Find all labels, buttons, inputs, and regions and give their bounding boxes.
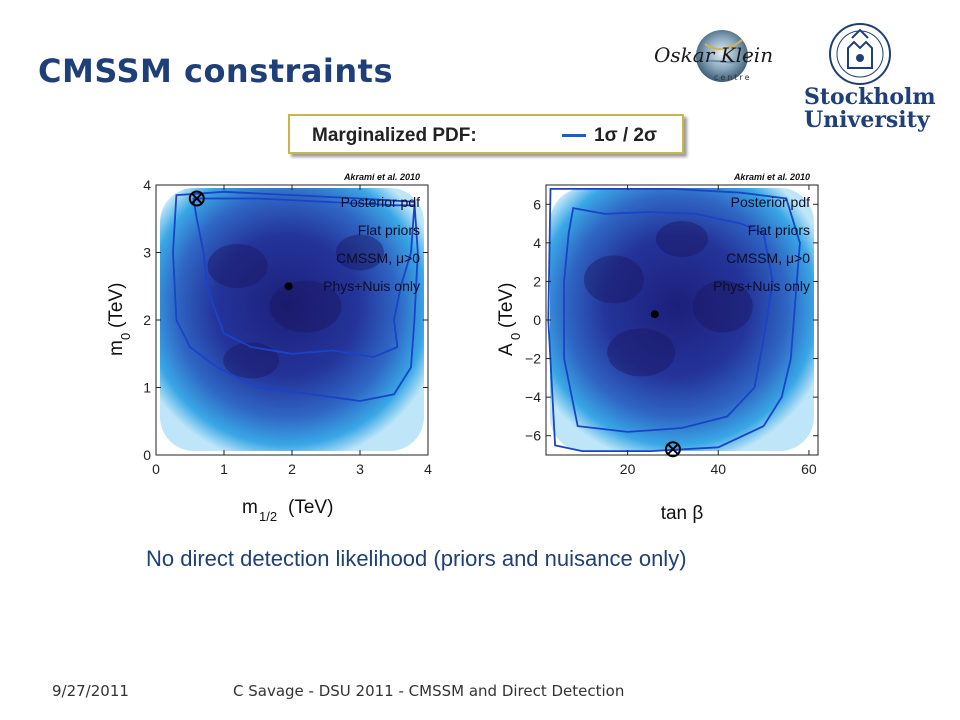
- posterior-mean-cross: [667, 443, 679, 455]
- plot-annotation: Posterior pdf: [731, 194, 810, 210]
- y-tick-label: 0: [143, 447, 151, 463]
- legend-box: Marginalized PDF: 1σ / 2σ: [288, 114, 684, 154]
- y-tick-label: −6: [525, 428, 541, 444]
- x-axis-label: m: [242, 497, 258, 518]
- y-axis-label-subscript: 0: [118, 333, 133, 340]
- density-patch: [336, 234, 384, 271]
- y-axis-label-unit: (TeV): [106, 283, 127, 328]
- stockholm-university-seal-icon: [829, 23, 891, 85]
- plot-annotation: CMSSM, μ>0: [726, 250, 810, 266]
- posterior-mean-cross: [191, 192, 203, 205]
- posterior-density-heatmap: [160, 188, 424, 451]
- legend-line-swatch: [562, 134, 586, 137]
- oskar-klein-subtitle: centre: [714, 73, 752, 82]
- x-tick-label: 40: [710, 461, 726, 477]
- y-axis-label: A: [496, 343, 517, 356]
- y-tick-label: 4: [143, 177, 151, 193]
- oskar-klein-wordmark: Oskar Klein: [654, 43, 773, 67]
- posterior-density-heatmap: [550, 188, 814, 451]
- best-fit-point: [650, 310, 659, 319]
- plot-m0-vs-mhalf: 0 1 2 3 4 0 1 2 3 4 Akrami et al. 2010 Posterior pd…: [106, 172, 432, 524]
- density-patch: [692, 280, 753, 333]
- y-tick-label: 1: [143, 380, 151, 396]
- contour-2sigma: [547, 188, 801, 452]
- citation-label: Akrami et al. 2010: [343, 172, 420, 182]
- x-tick-label: 4: [424, 461, 432, 477]
- y-axis-label: m: [106, 340, 127, 356]
- y-tick-label: 6: [533, 196, 541, 212]
- density-patch: [584, 255, 644, 304]
- plot-annotation: Flat priors: [358, 222, 420, 238]
- legend-value: 1σ / 2σ: [594, 125, 657, 146]
- stockholm-university-wordmark: Stockholm University: [804, 86, 936, 132]
- y-axis-label-unit: (TeV): [496, 283, 517, 328]
- y-tick-label: 2: [143, 312, 151, 328]
- contour-2sigma: [172, 190, 419, 402]
- y-tick-label: 3: [143, 245, 151, 261]
- university-line-1: Stockholm: [804, 84, 936, 110]
- slide-caption: No direct detection likelihood (priors a…: [146, 546, 687, 571]
- x-axis-label: tan β: [661, 503, 704, 524]
- best-fit-point: [284, 282, 293, 291]
- density-patch: [269, 280, 342, 333]
- x-tick-label: 0: [152, 461, 160, 477]
- density-patch: [223, 342, 280, 379]
- x-tick-label: 3: [356, 461, 364, 477]
- density-patch: [656, 221, 708, 257]
- footer-text: C Savage - DSU 2011 - CMSSM and Direct D…: [233, 682, 625, 700]
- footer-date: 9/27/2011: [52, 682, 129, 700]
- oskar-klein-centre-logo: Oskar Klein centre: [654, 30, 773, 82]
- plot-annotation: CMSSM, μ>0: [336, 250, 420, 266]
- university-line-2: University: [804, 107, 930, 133]
- y-axis-label-group: m0 (TeV): [106, 283, 133, 356]
- posterior-mean-marker: [664, 441, 681, 458]
- x-tick-label: 1: [220, 461, 228, 477]
- y-tick-label: 4: [533, 235, 541, 251]
- y-tick-label: −4: [525, 389, 541, 405]
- x-tick-label: 60: [801, 461, 817, 477]
- density-patch: [607, 328, 676, 377]
- plot-annotation: Phys+Nuis only: [713, 278, 810, 294]
- y-tick-label: −2: [525, 351, 541, 367]
- x-tick-label: 20: [620, 461, 636, 477]
- x-axis-label-subscript: 1/2: [259, 509, 277, 524]
- plot-annotation: Posterior pdf: [341, 194, 420, 210]
- x-tick-label: 2: [288, 461, 296, 477]
- plot-annotation: Phys+Nuis only: [323, 278, 420, 294]
- citation-label: Akrami et al. 2010: [733, 172, 810, 182]
- legend-label: Marginalized PDF:: [312, 125, 477, 146]
- y-tick-label: 2: [533, 273, 541, 289]
- plot-a0-vs-tanbeta: 20 40 60 −6 −4 −2 0 2 4 6 Akrami et al. 2010 Poster…: [496, 172, 819, 524]
- plot-annotation: Flat priors: [748, 222, 810, 238]
- x-axis-label-unit: (TeV): [288, 497, 333, 518]
- y-axis-label-subscript: 0: [508, 333, 523, 340]
- y-tick-label: 0: [533, 312, 541, 328]
- density-patch: [207, 244, 268, 288]
- contour-1sigma: [563, 207, 774, 433]
- contour-1sigma: [192, 197, 416, 359]
- slide-title: CMSSM constraints: [38, 52, 394, 90]
- y-axis-label-group: A 0 (TeV): [496, 283, 523, 356]
- posterior-mean-marker: [188, 190, 205, 207]
